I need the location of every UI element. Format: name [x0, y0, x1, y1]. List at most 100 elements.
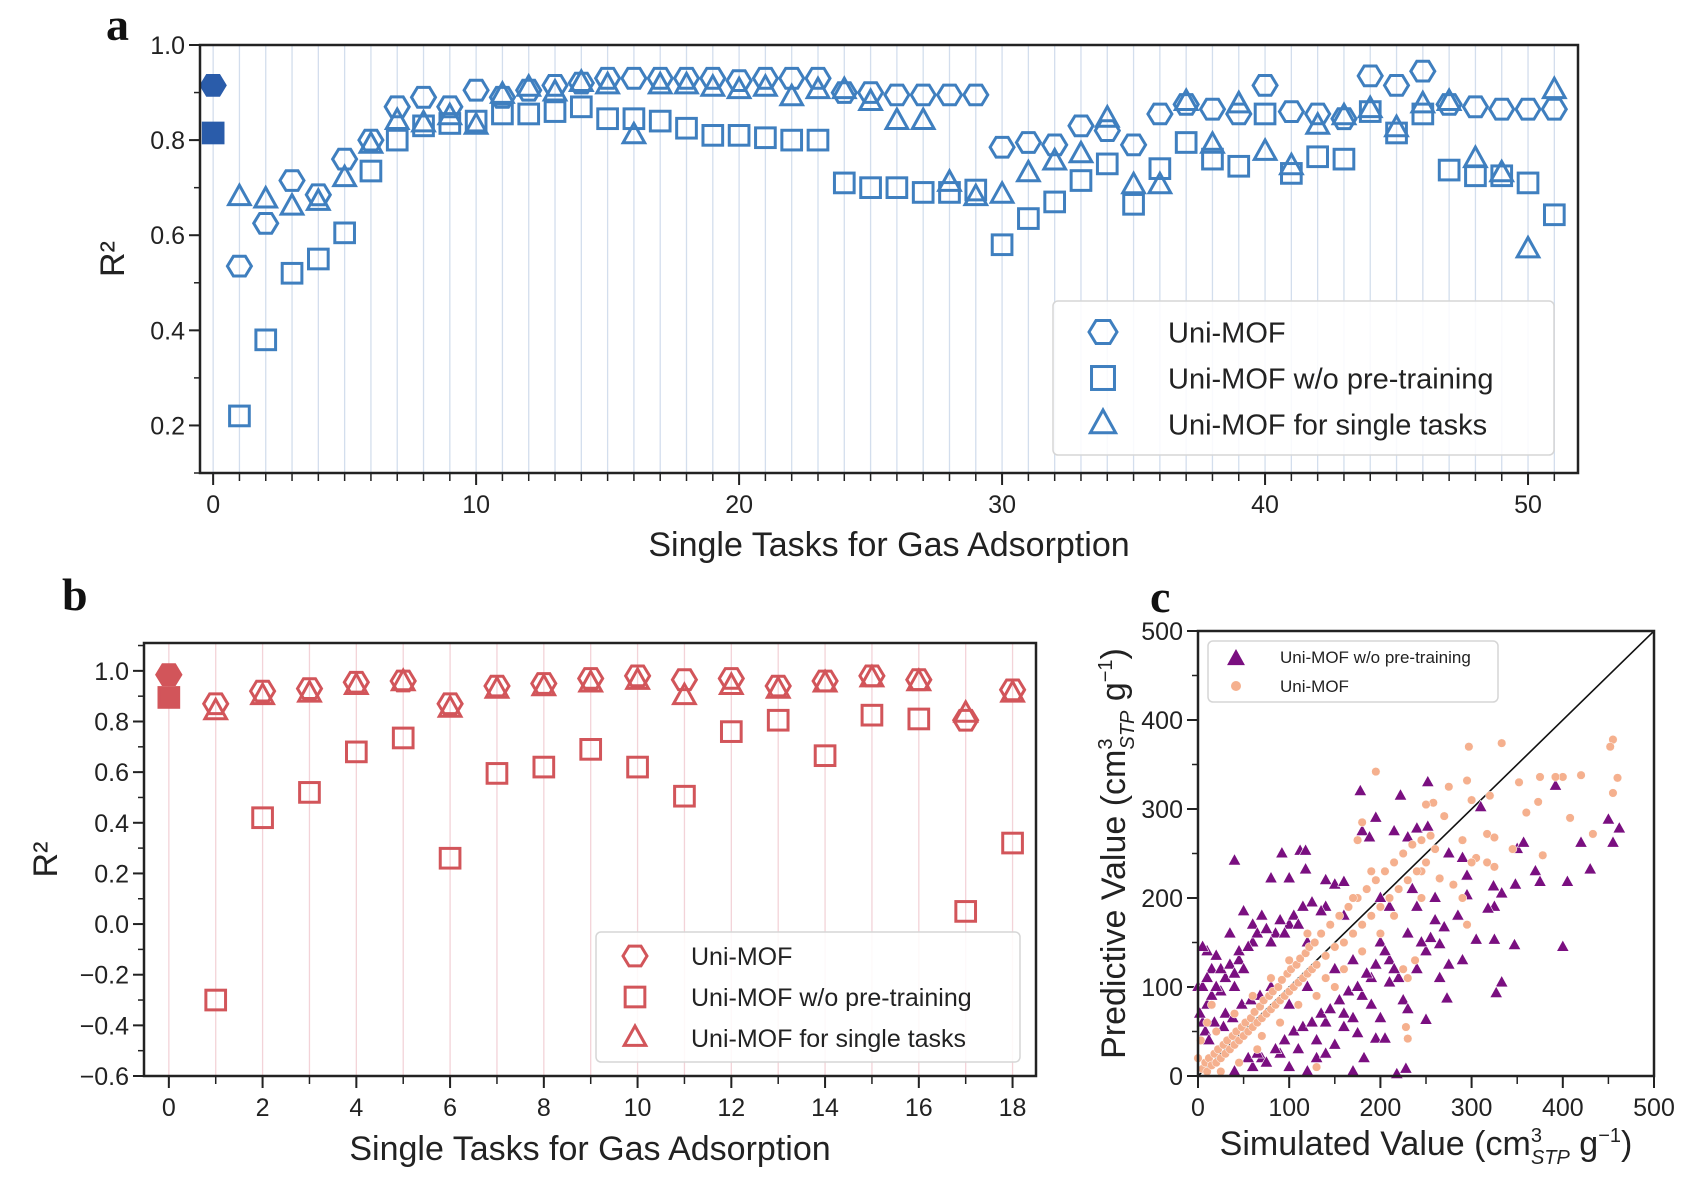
label-part: ) — [1095, 648, 1133, 659]
data-point-circle — [1295, 953, 1305, 964]
data-point-triangle — [905, 667, 933, 692]
data-point-circle — [1321, 973, 1331, 983]
x-tick-label: 8 — [537, 1094, 551, 1122]
data-point-triangle — [1337, 1006, 1351, 1019]
data-point-hexagon — [1540, 97, 1569, 121]
data-point-circle — [1202, 1018, 1212, 1028]
data-point-triangle — [1204, 988, 1219, 1001]
data-point-square — [1122, 192, 1145, 216]
data-point-square — [806, 128, 830, 152]
data-point-triangle — [1291, 917, 1306, 930]
data-point-circle — [1588, 829, 1598, 839]
data-point-triangle — [1601, 812, 1616, 825]
data-point-circle — [1384, 893, 1395, 903]
legend-marker-triangle — [1227, 648, 1245, 666]
data-point-square — [832, 171, 856, 195]
data-point-triangle — [1232, 943, 1246, 957]
data-point-triangle — [1548, 778, 1563, 791]
data-point-triangle — [1606, 835, 1620, 848]
data-point-triangle — [1378, 943, 1392, 957]
data-point-hexagon — [988, 135, 1016, 159]
data-point-triangle — [1583, 861, 1598, 875]
data-point-hexagon — [1251, 74, 1279, 97]
x-tick-label: 6 — [443, 1094, 457, 1122]
data-point-square — [938, 181, 961, 204]
data-point-circle — [1302, 929, 1312, 939]
data-point-triangle — [1223, 957, 1237, 970]
data-point-square — [1490, 164, 1514, 188]
data-point-triangle — [999, 678, 1026, 703]
data-point-triangle — [1282, 997, 1297, 1010]
data-point-circle — [1330, 982, 1340, 992]
data-point-square — [754, 126, 777, 150]
data-point-hexagon — [225, 254, 254, 278]
data-point-triangle — [699, 72, 727, 97]
data-point-square — [719, 720, 743, 743]
data-point-triangle — [1278, 151, 1305, 176]
data-point-triangle — [1419, 943, 1433, 957]
data-point-triangle — [1382, 899, 1397, 912]
legend: Uni-MOF w/o pre-training Uni-MOF — [1207, 640, 1499, 703]
data-point-triangle — [594, 70, 621, 95]
series-triangle — [202, 663, 1026, 723]
label-part: g — [1570, 1125, 1598, 1163]
data-point-hexagon — [436, 692, 464, 716]
data-point-hexagon — [514, 78, 543, 102]
data-point-triangle — [1300, 1063, 1315, 1077]
data-point-circle — [1448, 880, 1458, 890]
data-point-triangle — [1540, 75, 1568, 100]
data-point-triangle — [1337, 1019, 1351, 1032]
data-point-triangle — [530, 672, 558, 697]
data-point-triangle — [567, 67, 595, 92]
data-point-hexagon — [646, 66, 674, 90]
data-point-square — [673, 784, 696, 808]
data-point-square — [344, 740, 368, 764]
x-axis-label: Simulated Value (cm3 STP g−1) — [1220, 1125, 1633, 1169]
data-point-triangle — [1400, 829, 1415, 843]
y-tick-label: 0.6 — [150, 222, 185, 250]
data-point-triangle — [1460, 868, 1474, 881]
data-point-triangle — [1282, 917, 1297, 930]
data-point-triangle — [988, 179, 1016, 204]
legend-marker-circle — [1231, 681, 1241, 691]
data-point-triangle — [1327, 961, 1342, 974]
data-point-triangle — [1357, 1050, 1371, 1063]
data-point-hexagon — [357, 128, 385, 152]
data-point-circle — [1310, 937, 1320, 948]
data-point-triangle — [1041, 146, 1069, 171]
label-part: 3 — [1531, 1125, 1542, 1147]
y-tick-label: 400 — [1141, 707, 1183, 735]
data-point-circle — [1284, 955, 1294, 965]
data-point-triangle — [1318, 1014, 1333, 1028]
data-point-triangle — [1216, 1019, 1231, 1032]
plot-frame — [198, 43, 1580, 475]
x-tick-label: 18 — [999, 1094, 1027, 1122]
data-point-circle — [1457, 893, 1468, 903]
legend-marker-square — [1090, 365, 1116, 391]
data-point-triangle — [1494, 974, 1509, 988]
data-point-square — [964, 178, 988, 202]
y-axis-label: R² — [27, 842, 65, 878]
data-point-triangle — [252, 184, 280, 209]
legend-box — [595, 931, 1021, 1063]
data-point-triangle — [1528, 863, 1543, 876]
data-point-square — [228, 404, 251, 428]
data-point-circle — [1353, 835, 1363, 845]
data-point-triangle — [1350, 979, 1365, 992]
data-point-circle — [1371, 875, 1381, 885]
data-point-circle — [1362, 884, 1372, 894]
y-tick-label: −0.6 — [80, 1063, 129, 1091]
data-point-triangle — [1346, 952, 1360, 965]
data-point-triangle — [1251, 136, 1279, 161]
x-tick-label: 2 — [256, 1094, 270, 1122]
data-point-triangle — [1400, 1001, 1415, 1014]
data-point-triangle — [1387, 823, 1401, 836]
data-point-triangle — [1481, 901, 1495, 914]
data-point-circle — [1398, 848, 1408, 859]
data-point-triangle — [1409, 89, 1437, 114]
data-point-triangle — [1298, 843, 1313, 856]
data-point-square — [626, 755, 649, 779]
data-point-triangle — [1469, 932, 1484, 945]
data-point-triangle — [1305, 1014, 1319, 1028]
